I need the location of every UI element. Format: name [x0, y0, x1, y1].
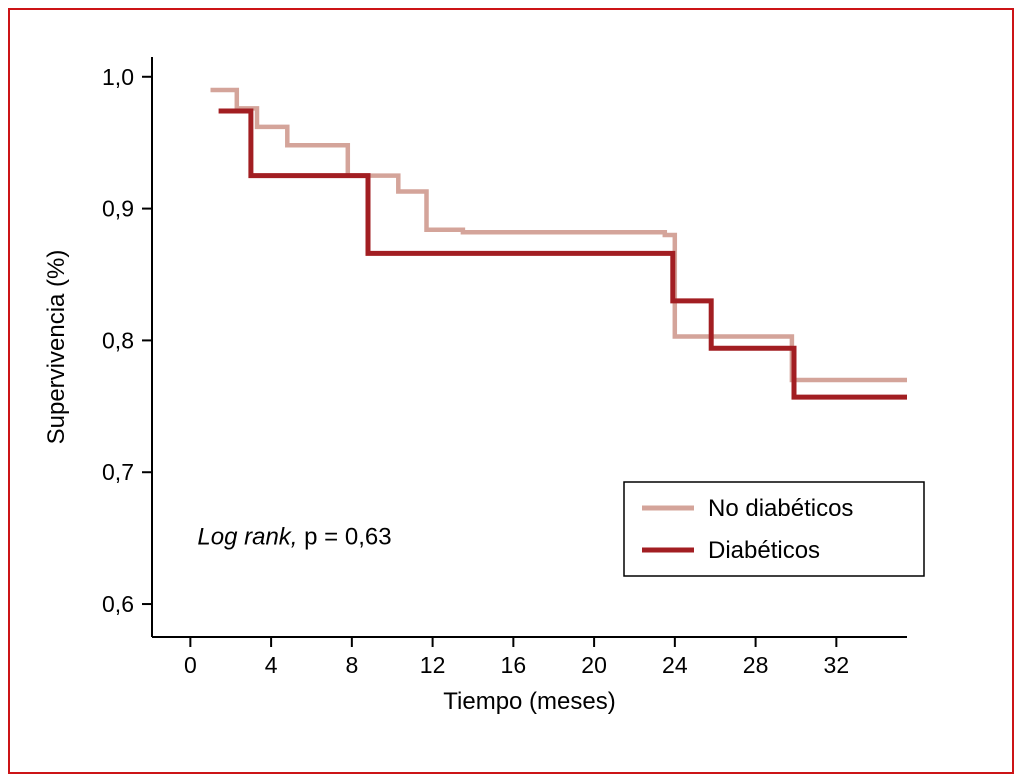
x-tick-label: 12	[420, 652, 446, 678]
chart-svg: 0 4 8 12 16 20 24 28 32 0,6 0,7 0,8 0,9 1,0 Tiempo (me…	[43, 57, 925, 715]
legend-entry-label: Diabéticos	[708, 537, 820, 564]
y-tick-label: 0,9	[102, 196, 134, 222]
x-tick-label: 8	[345, 652, 358, 678]
y-tick-label: 0,7	[102, 459, 134, 485]
x-tick-label: 20	[581, 652, 607, 678]
y-tick-label: 0,6	[102, 591, 134, 617]
x-tick-label: 0	[184, 652, 197, 678]
y-tick-label: 1,0	[102, 64, 134, 90]
legend-box	[623, 481, 925, 577]
x-axis-title: Tiempo (meses)	[443, 688, 615, 715]
x-tick-label: 4	[265, 652, 278, 678]
series-line-0	[210, 87, 907, 383]
legend-entry-label: No diabéticos	[708, 495, 853, 522]
y-tick-label: 0,8	[102, 327, 134, 353]
y-axis-title: Supervivencia (%)	[43, 250, 70, 445]
x-tick-label: 24	[662, 652, 688, 678]
figure-frame: 0 4 8 12 16 20 24 28 32 0,6 0,7 0,8 0,9 1,0 Tiempo (me…	[8, 8, 1014, 774]
logrank-annotation: Log rank, p = 0,63	[197, 524, 391, 551]
x-tick-label: 28	[743, 652, 769, 678]
x-tick-label: 32	[824, 652, 850, 678]
x-tick-label: 16	[501, 652, 527, 678]
series-line-1	[218, 108, 907, 400]
